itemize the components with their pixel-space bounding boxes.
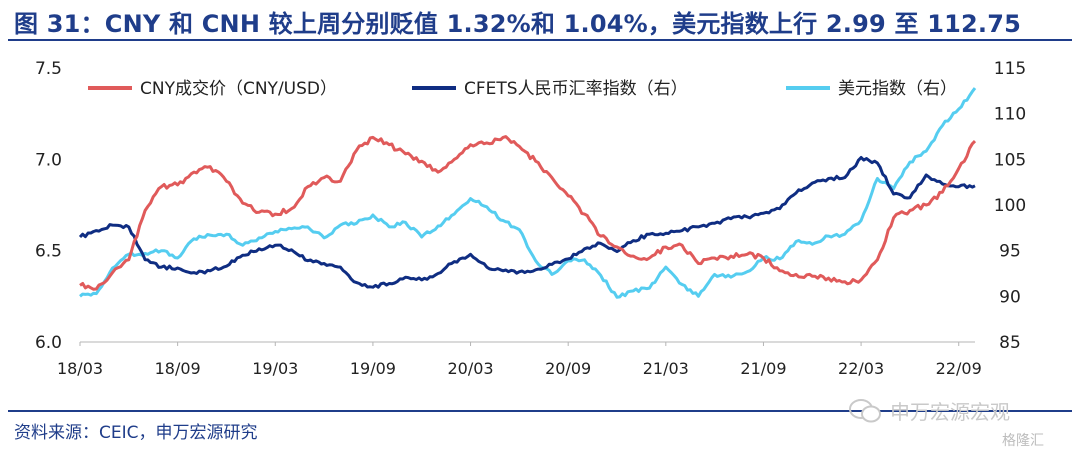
legend: CNY成交价（CNY/USD） CFETS人民币汇率指数（右） 美元指数（右） <box>88 79 957 99</box>
chart-title: 图 31：CNY 和 CNH 较上周分别贬值 1.32%和 1.04%，美元指数… <box>14 10 1022 38</box>
footer-rule <box>8 410 1072 412</box>
y-right-tick-label: 100 <box>994 196 1026 216</box>
watermark: 申万宏源宏观 <box>890 400 1010 424</box>
line-chart: 18/03 18/09 19/03 19/09 20/03 20/09 21/03 21/09… <box>35 59 1026 378</box>
y-right-tick-label: 110 <box>994 105 1026 125</box>
legend-label: CNY成交价（CNY/USD） <box>140 79 337 99</box>
legend-label: 美元指数（右） <box>838 79 957 99</box>
series-lines <box>78 87 977 299</box>
x-tick-label: 20/03 <box>447 359 493 378</box>
series-line-1 <box>78 156 976 289</box>
y-left-tick-label: 6.5 <box>35 242 62 262</box>
y-left-tick-label: 6.0 <box>35 333 62 353</box>
x-tick-label: 21/09 <box>740 359 786 378</box>
axes: 18/03 18/09 19/03 19/09 20/03 20/09 21/03 21/09… <box>35 59 1026 378</box>
y-right-tick-label: 85 <box>999 333 1021 353</box>
y-right-tick-label: 90 <box>999 287 1021 307</box>
y-right-tick-label: 105 <box>994 150 1026 170</box>
series-line-2 <box>79 87 977 299</box>
x-tick-label: 18/03 <box>57 359 103 378</box>
x-tick-label: 19/09 <box>350 359 396 378</box>
title-rule <box>8 39 1072 41</box>
x-tick-label: 22/09 <box>936 359 982 378</box>
x-tick-label: 20/09 <box>545 359 591 378</box>
x-tick-label: 18/09 <box>155 359 201 378</box>
x-tick-label: 19/03 <box>252 359 298 378</box>
series-line-0 <box>79 135 977 291</box>
x-tick-label: 21/03 <box>643 359 689 378</box>
watermark-2: 格隆汇 <box>1002 433 1044 449</box>
legend-label: CFETS人民币汇率指数（右） <box>464 79 688 99</box>
y-right-tick-label: 95 <box>999 242 1021 262</box>
y-left-tick-label: 7.0 <box>35 150 62 170</box>
wechat-icon <box>849 399 881 423</box>
y-left-tick-label: 7.5 <box>35 59 62 79</box>
y-right-tick-label: 115 <box>994 59 1026 79</box>
x-tick-label: 22/03 <box>838 359 884 378</box>
source-note: 资料来源：CEIC，申万宏源研究 <box>14 423 258 443</box>
